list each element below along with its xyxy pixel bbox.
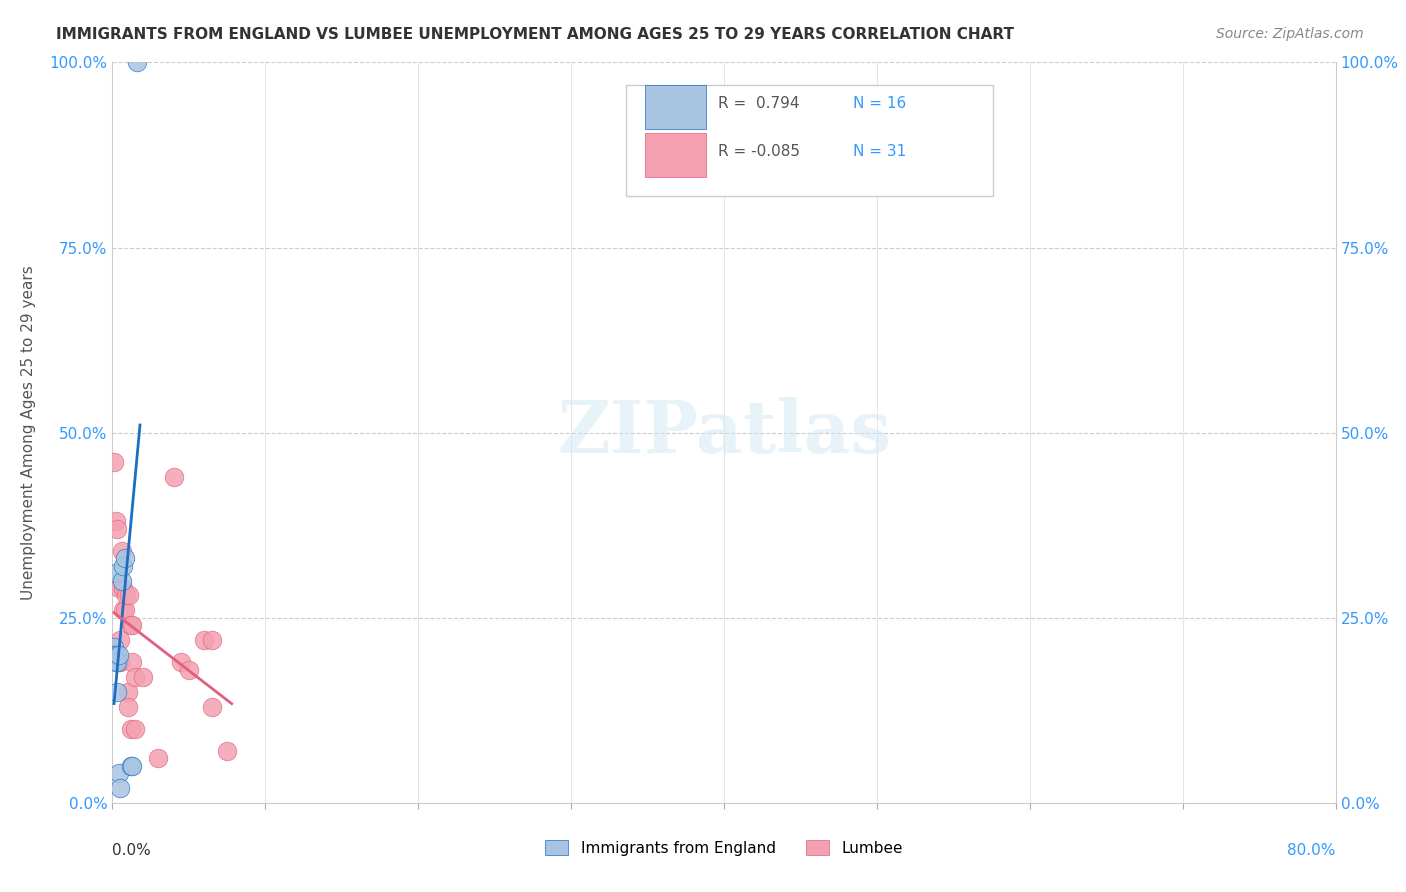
Point (104, 648, 127, 662)
FancyBboxPatch shape (644, 85, 706, 129)
Point (112, 581, 135, 595)
Point (114, 551, 136, 566)
Point (104, 566, 127, 581)
Point (124, 670, 146, 684)
Point (170, 655, 193, 669)
Point (117, 685, 139, 699)
Point (177, 663, 200, 677)
Point (103, 640, 125, 655)
Text: N = 31: N = 31 (852, 144, 905, 159)
Point (121, 655, 143, 669)
Point (105, 648, 128, 662)
Point (120, 722, 142, 736)
Point (120, 758, 142, 772)
Y-axis label: Unemployment Among Ages 25 to 29 years: Unemployment Among Ages 25 to 29 years (21, 265, 35, 600)
Point (121, 618, 143, 632)
Point (201, 699, 224, 714)
Point (111, 544, 134, 558)
Point (112, 603, 135, 617)
Text: 0.0%: 0.0% (112, 843, 152, 857)
Point (105, 685, 128, 699)
Point (201, 632, 224, 647)
Text: ZIPatlas: ZIPatlas (557, 397, 891, 468)
Text: N = 16: N = 16 (852, 95, 905, 111)
Point (107, 648, 129, 662)
Text: Source: ZipAtlas.com: Source: ZipAtlas.com (1216, 27, 1364, 41)
Point (105, 522, 128, 536)
Point (217, 744, 239, 758)
Text: R = -0.085: R = -0.085 (718, 144, 800, 159)
Point (115, 589, 138, 603)
Point (108, 632, 131, 647)
FancyBboxPatch shape (644, 133, 706, 178)
Point (112, 558, 135, 573)
Point (124, 722, 146, 736)
Point (121, 758, 143, 772)
Point (117, 699, 139, 714)
Point (103, 455, 125, 469)
Point (107, 766, 129, 780)
Point (132, 670, 155, 684)
Point (193, 632, 215, 647)
Point (163, 470, 186, 484)
Point (108, 655, 131, 669)
Point (105, 655, 128, 669)
Point (103, 648, 125, 662)
Point (104, 515, 127, 529)
Point (118, 589, 141, 603)
Legend: Immigrants from England, Lumbee: Immigrants from England, Lumbee (540, 834, 908, 862)
Point (120, 618, 142, 632)
Point (107, 655, 129, 669)
Point (108, 780, 131, 795)
Text: R =  0.794: R = 0.794 (718, 95, 800, 111)
Text: IMMIGRANTS FROM ENGLAND VS LUMBEE UNEMPLOYMENT AMONG AGES 25 TO 29 YEARS CORRELA: IMMIGRANTS FROM ENGLAND VS LUMBEE UNEMPL… (56, 27, 1014, 42)
Point (104, 655, 127, 669)
Text: 80.0%: 80.0% (1288, 843, 1336, 857)
Point (111, 574, 134, 588)
Point (125, 55, 148, 70)
FancyBboxPatch shape (626, 85, 993, 195)
Point (114, 603, 136, 617)
Point (148, 751, 170, 765)
Point (107, 581, 129, 595)
